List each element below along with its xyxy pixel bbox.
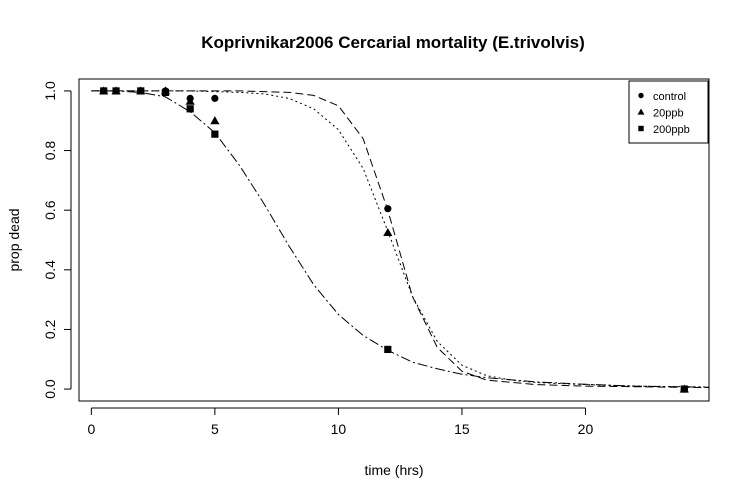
- data-points: [99, 86, 689, 393]
- x-tick-label: 20: [578, 421, 594, 437]
- y-axis: 0.0 0.2 0.4 0.6 0.8 1.0: [42, 81, 72, 399]
- legend-label-20ppb: 20ppb: [653, 108, 684, 120]
- data-point-200ppb: [680, 385, 688, 393]
- plot-area: [78, 78, 710, 402]
- y-tick-label: 0.6: [42, 200, 58, 220]
- x-tick-label: 15: [454, 421, 470, 437]
- data-point-200ppb: [186, 105, 194, 113]
- y-tick-label: 1.0: [42, 81, 58, 101]
- fit-line-20ppb: [91, 90, 709, 388]
- data-point-200ppb: [100, 87, 108, 95]
- data-point-200ppb: [384, 345, 392, 354]
- data-point-200ppb: [112, 87, 120, 95]
- x-tick-label: 5: [211, 421, 219, 437]
- data-point-control: [384, 205, 392, 213]
- data-point-200ppb: [137, 87, 145, 95]
- y-axis-label: prop dead: [6, 208, 22, 271]
- data-point-20ppb: [185, 96, 195, 105]
- data-point-20ppb: [210, 116, 220, 125]
- y-tick-label: 0.4: [42, 260, 58, 280]
- y-tick-label: 0.8: [42, 141, 58, 161]
- fit-line-control: [91, 90, 709, 389]
- legend-label-200ppb: 200ppb: [653, 124, 690, 136]
- y-tick-label: 0.2: [42, 320, 58, 340]
- data-point-20ppb: [383, 227, 393, 236]
- x-axis-label: time (hrs): [364, 462, 423, 478]
- fit-line-200ppb: [91, 90, 709, 388]
- x-tick-label: 0: [87, 421, 95, 437]
- y-tick-label: 0.0: [42, 379, 58, 399]
- legend-marker-200ppb: [638, 125, 644, 132]
- legend-marker-control: [638, 92, 644, 99]
- x-tick-label: 10: [331, 421, 347, 437]
- legend: control 20ppb 200ppb: [628, 80, 709, 144]
- legend-label-control: control: [653, 91, 686, 103]
- fit-lines: [91, 90, 709, 389]
- chart-title: Koprivnikar2006 Cercarial mortality (E.t…: [201, 33, 585, 52]
- data-point-200ppb: [211, 130, 219, 138]
- legend-marker-20ppb: [637, 108, 645, 115]
- data-point-200ppb: [161, 88, 170, 97]
- data-point-control: [211, 94, 219, 102]
- x-axis: 0 5 10 15 20: [87, 407, 594, 437]
